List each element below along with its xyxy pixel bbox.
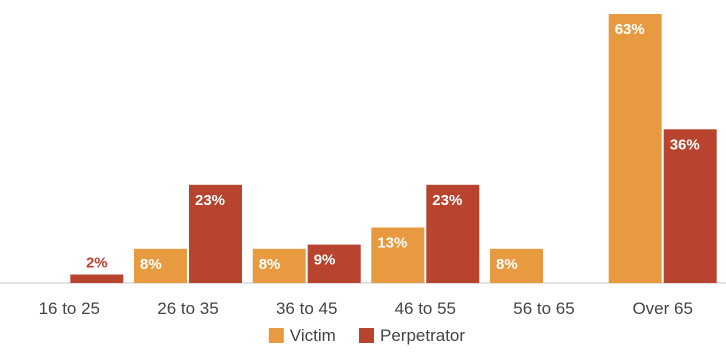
bar-victim-2 — [252, 248, 306, 283]
legend-item-victim: Victim — [268, 326, 336, 345]
data-labels-layer: 2% 8% 23% 8% 9% 13% 23% 8% 63% 36% — [86, 21, 700, 273]
data-label-perpetrator-0: 2% — [86, 255, 108, 272]
data-label-victim-4: 8% — [496, 256, 518, 273]
bar-victim-5 — [608, 14, 662, 283]
bar-perpetrator-3 — [426, 184, 480, 283]
legend-label-perpetrator: Perpetrator — [380, 326, 465, 345]
bar-perpetrator-1 — [189, 184, 242, 283]
legend-swatch-victim — [268, 328, 284, 343]
bar-perpetrator-5 — [663, 129, 717, 283]
bar-perpetrator-0 — [70, 274, 124, 283]
data-label-victim-1: 8% — [140, 256, 162, 273]
data-label-victim-2: 8% — [259, 256, 281, 273]
data-label-victim-3: 13% — [377, 235, 407, 252]
legend-label-victim: Victim — [290, 326, 336, 345]
data-label-perpetrator-3: 23% — [432, 192, 462, 209]
bar-victim-4 — [490, 248, 543, 283]
data-label-perpetrator-1: 23% — [195, 192, 225, 209]
bar-victim-1 — [134, 248, 187, 283]
x-tick-labels: 16 to 25 26 to 35 36 to 45 46 to 55 56 to 65… — [39, 299, 693, 318]
legend: Victim Perpetrator — [268, 326, 465, 345]
x-tick-label-2: 36 to 45 — [276, 299, 337, 318]
legend-item-perpetrator: Perpetrator — [359, 326, 465, 345]
data-label-perpetrator-5: 36% — [670, 136, 700, 153]
data-label-perpetrator-2: 9% — [314, 252, 336, 269]
x-tick-label-3: 46 to 55 — [395, 299, 456, 318]
x-tick-label-4: 56 to 65 — [513, 299, 574, 318]
x-tick-label-0: 16 to 25 — [39, 299, 100, 318]
legend-swatch-perpetrator — [359, 328, 374, 343]
bars-layer — [70, 14, 717, 283]
bar-victim-3 — [371, 227, 425, 283]
data-label-victim-5: 63% — [615, 21, 645, 38]
x-tick-label-5: Over 65 — [632, 299, 692, 318]
bar-perpetrator-2 — [307, 244, 361, 283]
x-tick-label-1: 26 to 35 — [157, 299, 218, 318]
